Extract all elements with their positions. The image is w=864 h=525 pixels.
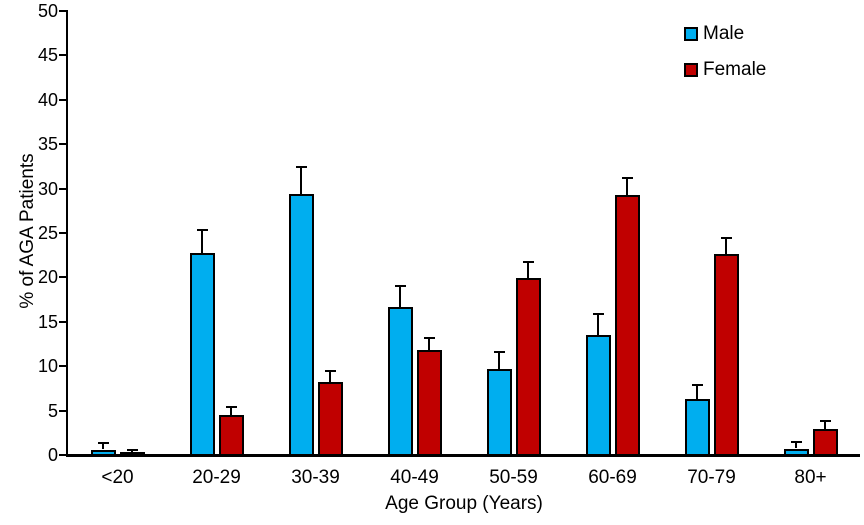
y-axis-tick [59,188,66,190]
error-bar-cap-male-50-59 [494,351,505,353]
x-tick-label-20-29: 20-29 [192,467,241,488]
error-bar-female-80+ [824,422,826,429]
y-axis-tick [59,276,66,278]
error-bar-female-40-49 [428,339,430,351]
error-bar-male-20-29 [201,231,203,253]
error-bar-cap-male-40-49 [395,285,406,287]
error-bar-female-20-29 [230,408,232,415]
x-tick-label-30-39: 30-39 [291,467,340,488]
bar-female-60-69 [615,195,640,456]
error-bar-cap-female-50-59 [523,261,534,263]
bar-female-80+ [813,429,838,456]
error-bar-male-60-69 [597,315,599,335]
error-bar-male-<20 [102,444,104,449]
x-axis-title: Age Group (Years) [385,493,543,514]
x-tick-label-60-69: 60-69 [588,467,637,488]
bar-male-30-39 [289,194,314,456]
x-tick-label-40-49: 40-49 [390,467,439,488]
x-tick-label-80+: 80+ [794,467,827,488]
y-axis-tick [59,410,66,412]
y-axis-tick [59,232,66,234]
y-tick-label: 30 [37,179,58,199]
error-bar-cap-male-<20 [98,442,109,444]
bar-female-40-49 [417,350,442,456]
bar-male-80+ [784,449,809,456]
bar-male-20-29 [190,253,215,456]
y-tick-label: 15 [37,312,58,332]
error-bar-cap-male-20-29 [197,229,208,231]
error-bar-cap-female-20-29 [226,406,237,408]
y-axis-tick [59,10,66,12]
bar-male-70-79 [685,399,710,456]
bar-female-<20 [120,452,145,456]
x-tick-label-70-79: 70-79 [687,467,736,488]
bar-male-40-49 [388,307,413,456]
error-bar-cap-male-70-79 [692,384,703,386]
error-bar-female-60-69 [626,179,628,195]
legend-swatch-male [684,27,698,41]
bar-female-50-59 [516,278,541,456]
error-bar-cap-male-60-69 [593,313,604,315]
y-tick-label: 50 [37,1,58,21]
error-bar-cap-male-80+ [791,441,802,443]
y-tick-label: 20 [37,267,58,287]
y-tick-label: 35 [37,134,58,154]
error-bar-cap-female-70-79 [721,237,732,239]
y-tick-label: 25 [37,223,58,243]
y-axis-tick [59,99,66,101]
error-bar-cap-male-30-39 [296,166,307,168]
y-tick-label: 5 [47,401,58,421]
error-bar-cap-female-30-39 [325,370,336,372]
x-tick-label-50-59: 50-59 [489,467,538,488]
bar-male-<20 [91,450,116,456]
bar-male-50-59 [487,369,512,456]
bar-female-20-29 [219,415,244,456]
error-bar-female-70-79 [725,239,727,254]
y-tick-label: 45 [37,45,58,65]
y-axis-tick [59,454,66,456]
error-bar-female-30-39 [329,372,331,382]
error-bar-cap-female-80+ [820,420,831,422]
y-axis-tick [59,54,66,56]
y-axis-tick [59,143,66,145]
y-tick-label: 10 [37,356,58,376]
y-axis-tick [59,321,66,323]
error-bar-male-80+ [795,443,797,448]
x-tick-label-<20: <20 [101,467,134,488]
bar-female-30-39 [318,382,343,456]
y-tick-label: 40 [37,90,58,110]
error-bar-cap-female-60-69 [622,177,633,179]
error-bar-male-70-79 [696,386,698,399]
legend-label-female: Female [703,59,767,80]
error-bar-cap-female-<20 [127,449,138,451]
error-bar-male-40-49 [399,287,401,307]
bar-female-70-79 [714,254,739,456]
error-bar-female-<20 [131,451,133,453]
error-bar-female-50-59 [527,263,529,278]
y-axis-tick [59,365,66,367]
y-axis [66,10,68,457]
y-tick-label: 0 [47,445,58,465]
bar-male-60-69 [586,335,611,456]
error-bar-male-50-59 [498,353,500,369]
x-axis [66,454,860,457]
error-bar-male-30-39 [300,168,302,194]
legend-swatch-female [684,63,698,77]
error-bar-cap-female-40-49 [424,337,435,339]
legend-label-male: Male [703,23,745,44]
